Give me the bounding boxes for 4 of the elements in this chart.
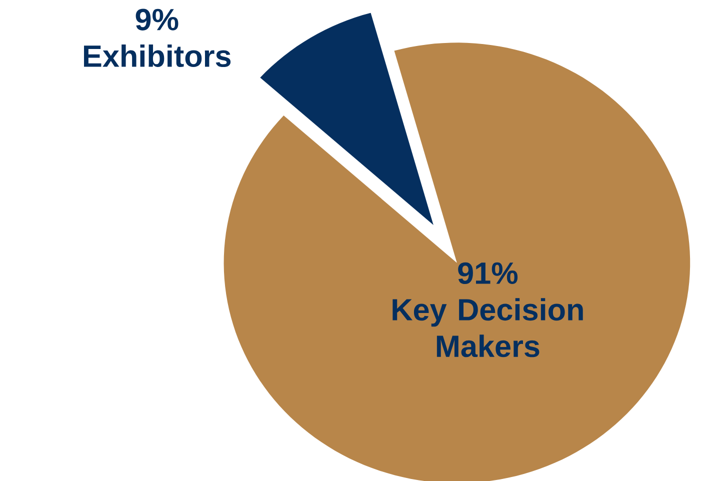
data-label: 91% [458, 262, 518, 284]
data-label: 9% [136, 8, 178, 30]
slice-label: Key Decision Makers [392, 298, 583, 358]
slice-label: Exhibitors [84, 44, 231, 67]
